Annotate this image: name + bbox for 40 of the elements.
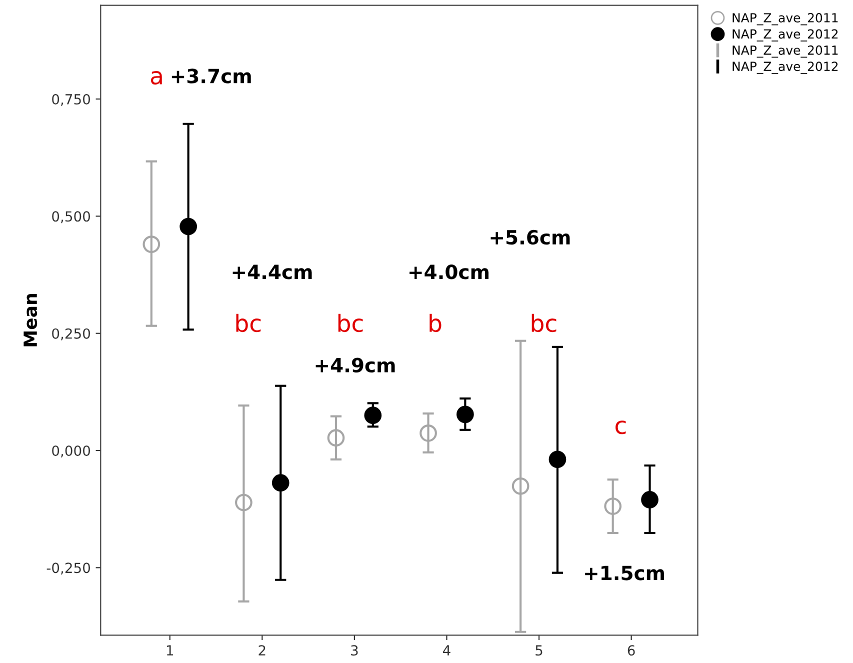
annotation: +4.4cm bbox=[232, 264, 312, 280]
annotation: c bbox=[616, 420, 626, 434]
point bbox=[512, 477, 530, 495]
point bbox=[420, 424, 437, 442]
annotation: a bbox=[150, 71, 162, 85]
annotation: +4.0cm bbox=[410, 264, 488, 280]
y-tick-label: 0,250 bbox=[52, 328, 90, 340]
x-tick-label: 6 bbox=[628, 645, 635, 656]
point bbox=[180, 218, 198, 236]
text: NAP_Z_ave_2011 bbox=[732, 13, 838, 26]
annotation: bc bbox=[338, 314, 363, 332]
annotation: bc bbox=[236, 314, 261, 332]
annotation: +5.6cm bbox=[490, 230, 570, 245]
point bbox=[364, 406, 382, 424]
annotation: +4.9cm bbox=[316, 358, 395, 372]
x-tick-label: 1 bbox=[166, 645, 174, 656]
annotation: +3.7cm bbox=[172, 68, 251, 84]
legend-label: NAP_Z_ave_2011 bbox=[732, 45, 838, 58]
annotation: b bbox=[430, 314, 442, 332]
text: NAP_Z_ave_2012 bbox=[732, 29, 838, 42]
point bbox=[272, 474, 290, 492]
point bbox=[142, 236, 160, 253]
point bbox=[456, 406, 474, 424]
x-tick-label: 2 bbox=[258, 645, 266, 656]
point bbox=[548, 450, 566, 468]
y-tick-label: -0,250 bbox=[46, 562, 90, 575]
y-axis-title: Mean bbox=[24, 294, 38, 346]
annotation: bc bbox=[532, 314, 556, 332]
point bbox=[604, 498, 622, 515]
point bbox=[641, 491, 658, 508]
y-tick-label: 0,000 bbox=[52, 445, 90, 458]
x-tick-label: 5 bbox=[536, 645, 542, 656]
x-tick-label: 4 bbox=[442, 645, 450, 656]
point bbox=[327, 429, 345, 447]
x-tick-label: 3 bbox=[351, 645, 358, 656]
point bbox=[235, 494, 252, 512]
y-tick-label: 0,750 bbox=[52, 94, 90, 106]
legend-label: NAP_Z_ave_2012 bbox=[732, 62, 838, 74]
y-tick-label: 0,500 bbox=[52, 211, 90, 224]
annotation: +1.5cm bbox=[585, 566, 664, 580]
